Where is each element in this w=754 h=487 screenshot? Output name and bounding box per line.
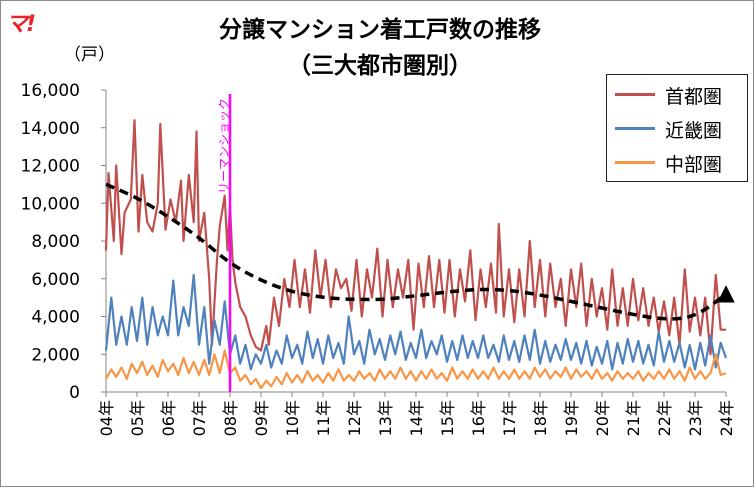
logo: マ! (6, 12, 36, 37)
y-tick-label: 12,000 (21, 157, 80, 177)
x-tick-label: 09年 (252, 400, 271, 436)
legend-swatch-chubu (615, 161, 655, 164)
x-tick-label: 24年 (717, 400, 736, 436)
x-tick-label: 19年 (562, 400, 581, 436)
y-tick-label: 2,000 (31, 345, 80, 365)
series-line-chubu (105, 349, 727, 390)
x-tick-label: 07年 (190, 400, 209, 436)
x-tick-label: 11年 (314, 400, 333, 436)
x-tick-label: 23年 (686, 400, 705, 436)
y-tick-label: 0 (69, 383, 80, 403)
chart-title: 分譲マンション着工戸数の推移 (219, 17, 541, 43)
legend-item-kinki: 近畿圏 (607, 115, 747, 142)
legend-label-chubu: 中部圏 (665, 154, 723, 176)
x-tick-label: 10年 (283, 400, 302, 436)
y-tick-label: 14,000 (21, 119, 80, 139)
y-tick-label: 8,000 (31, 232, 80, 252)
series-line-shutoken (104, 119, 726, 356)
lehman-shock-label: リーマンショック (217, 98, 231, 194)
x-tick-label: 06年 (159, 400, 178, 436)
x-tick-label: 08年 (221, 400, 240, 436)
series-line-kinki (104, 273, 728, 371)
legend-item-chubu: 中部圏 (607, 149, 747, 176)
y-tick-label: 10,000 (21, 194, 80, 214)
chart-legend: 首都圏 近畿圏 中部圏 (606, 74, 748, 182)
x-tick-label: 04年 (97, 400, 116, 436)
y-tick-label: 4,000 (31, 308, 80, 328)
legend-label-shutoken: 首都圏 (665, 86, 723, 108)
x-tick-label: 13年 (376, 400, 395, 436)
chart-subtitle: （三大都市圏別） (288, 53, 472, 79)
legend-swatch-shutoken (615, 93, 655, 96)
x-tick-label: 22年 (655, 400, 674, 436)
x-tick-label: 14年 (407, 400, 426, 436)
x-tick-label: 17年 (500, 400, 519, 436)
x-tick-label: 05年 (128, 400, 147, 436)
y-axis-unit-label: （戸） (64, 45, 115, 65)
y-tick-label: 16,000 (21, 81, 80, 101)
x-tick-label: 18年 (531, 400, 550, 436)
y-tick-label: 6,000 (31, 270, 80, 290)
x-tick-label: 20年 (593, 400, 612, 436)
legend-label-kinki: 近畿圏 (665, 120, 723, 142)
legend-item-shutoken: 首都圏 (607, 81, 747, 108)
legend-swatch-kinki (615, 127, 655, 130)
x-tick-label: 16年 (469, 400, 488, 436)
x-tick-label: 21年 (624, 400, 643, 436)
x-tick-label: 15年 (438, 400, 457, 436)
x-tick-label: 12年 (345, 400, 364, 436)
